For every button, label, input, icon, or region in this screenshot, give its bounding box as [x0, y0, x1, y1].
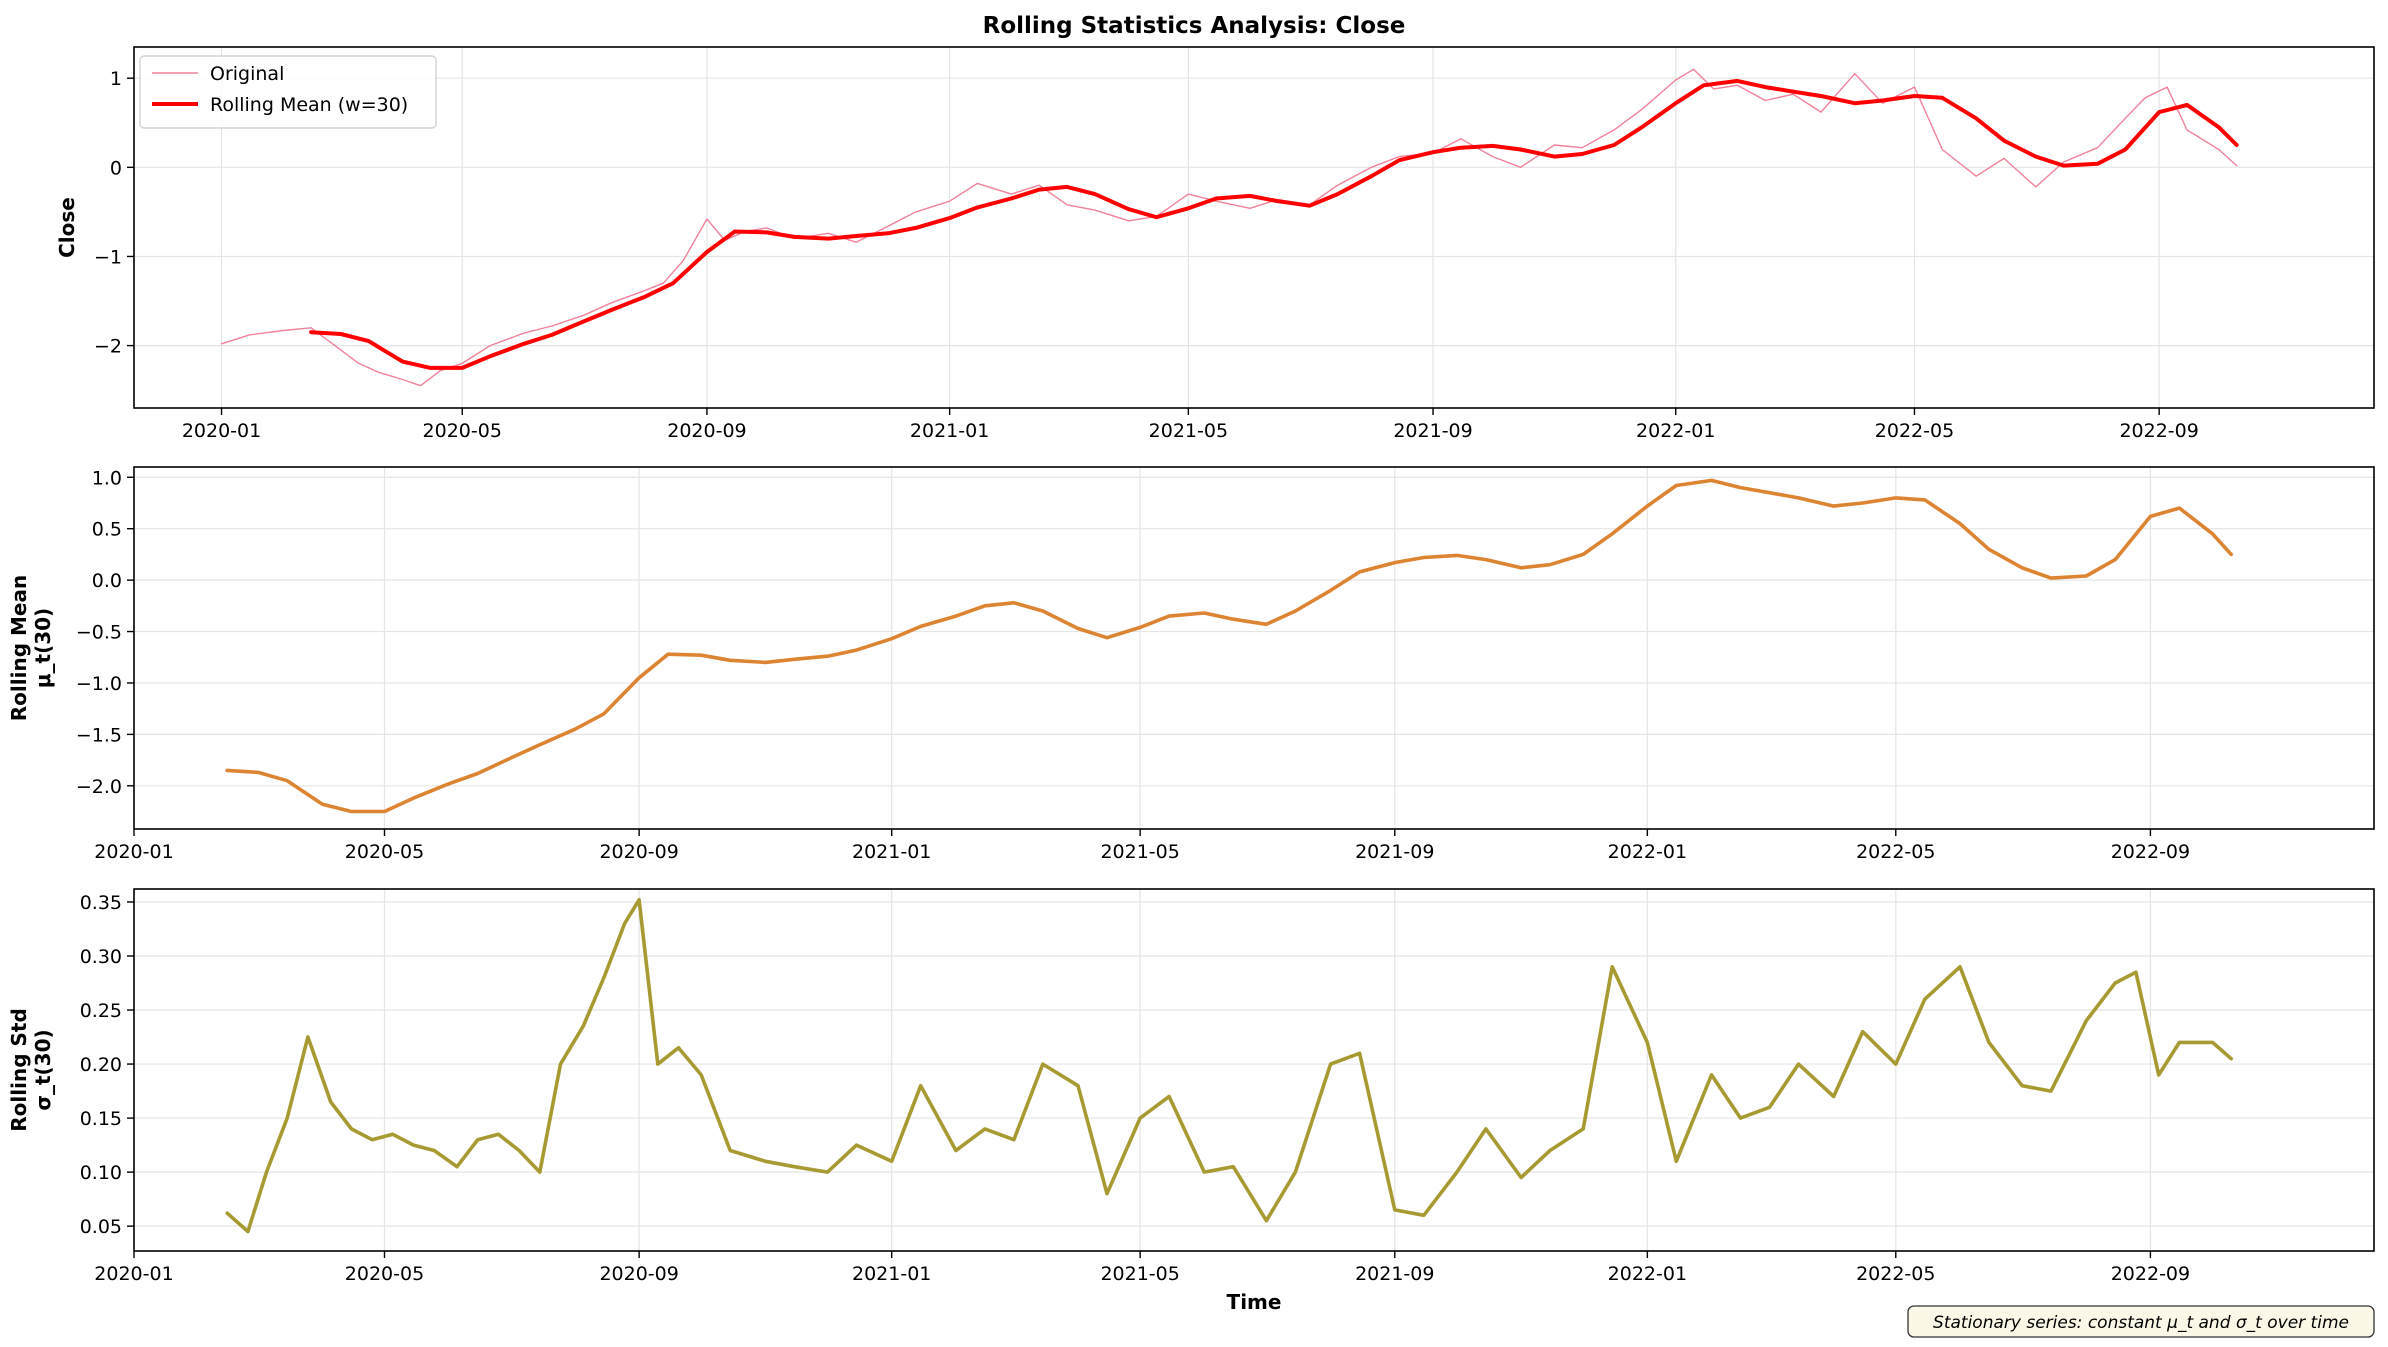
grid	[133, 467, 2374, 829]
x-tick-label: 2022-05	[1856, 841, 1935, 863]
y-tick-label: 0.05	[80, 1216, 122, 1238]
x-tick-label: 2021-09	[1393, 420, 1472, 442]
x-tick-label: 2020-01	[94, 1263, 173, 1285]
y-tick-label: 0.0	[92, 570, 122, 592]
x-tick-label: 2021-05	[1100, 1263, 1179, 1285]
x-tick-label: 2020-09	[599, 841, 678, 863]
series-line-original	[220, 68, 2238, 387]
y-tick-label: −1.0	[76, 673, 122, 695]
axes-frame	[133, 46, 2375, 409]
x-axis-title: Time	[1227, 1290, 1282, 1314]
x-tick-label: 2022-09	[2111, 841, 2190, 863]
x-tick-label: 2022-05	[1856, 1263, 1935, 1285]
x-tick-label: 2020-05	[345, 1263, 424, 1285]
note-box	[1907, 1305, 2375, 1338]
x-tick-label: 2021-09	[1355, 1263, 1434, 1285]
y-tick-label: 0.20	[80, 1054, 122, 1076]
y-tick-label: 1	[110, 68, 122, 90]
y-tick-label: 1.0	[92, 467, 122, 489]
panel-close: 2020-01 2020-05 2020-09 2021-01 2021-05 2021-…	[55, 46, 2375, 442]
x-tick-label: 2021-01	[852, 1263, 931, 1285]
x-tick-label: 2022-01	[1608, 841, 1687, 863]
legend-label-rolling-mean: Rolling Mean (w=30)	[210, 94, 408, 116]
x-tick-label: 2020-05	[345, 841, 424, 863]
y-tick-label: 0.25	[80, 1000, 122, 1022]
note-text: Stationary series: constant μ_t and σ_t …	[1933, 1313, 2349, 1333]
panel-rolling-mean: 2020-01 2020-05 2020-09 2021-01 2021-05 2021-…	[7, 466, 2375, 863]
legend: Original Rolling Mean (w=30)	[139, 55, 437, 129]
figure-title: Rolling Statistics Analysis: Close	[983, 13, 1406, 39]
stationarity-note: Stationary series: constant μ_t and σ_t …	[1907, 1305, 2375, 1338]
y-axis-title: Rolling Meanμ_t(30)	[7, 575, 55, 721]
y-tick-label: −1.5	[76, 724, 122, 746]
x-tick-label: 2022-09	[2119, 420, 2198, 442]
panel-rolling-std: 2020-01 2020-05 2020-09 2021-01 2021-05 2021-…	[7, 888, 2375, 1314]
y-tick-label: −2.0	[76, 776, 122, 798]
series-line-panel-1	[225, 478, 2233, 814]
y-tick-label: 0	[110, 157, 122, 179]
y-tick-label: −2	[94, 336, 122, 358]
y-tick-label: 0.5	[92, 519, 122, 541]
x-tick-label: 2021-05	[1149, 420, 1228, 442]
series-line-panel-2	[225, 897, 2233, 1234]
legend-label-original: Original	[210, 63, 284, 85]
x-tick-label: 2021-05	[1100, 841, 1179, 863]
axes-frame	[133, 888, 2375, 1252]
grid	[133, 889, 2374, 1251]
y-axis-title: Rolling Stdσ_t(30)	[7, 1008, 55, 1132]
x-tick-label: 2020-09	[599, 1263, 678, 1285]
x-tick-label: 2022-05	[1875, 420, 1954, 442]
y-tick-label: 0.15	[80, 1108, 122, 1130]
x-tick-label: 2022-01	[1636, 420, 1715, 442]
x-tick-label: 2020-05	[423, 420, 502, 442]
grid	[134, 47, 2374, 408]
y-tick-label: 0.35	[80, 892, 122, 914]
x-tick-label: 2021-01	[910, 420, 989, 442]
axes-frame	[133, 466, 2375, 830]
x-tick-label: 2020-01	[182, 420, 261, 442]
x-tick-label: 2022-09	[2111, 1263, 2190, 1285]
series-line-rolling-mean-w-30	[309, 78, 2239, 370]
x-tick-label: 2021-09	[1355, 841, 1434, 863]
legend-box	[139, 55, 437, 129]
y-tick-label: −0.5	[76, 622, 122, 644]
y-tick-label: −1	[94, 246, 122, 268]
y-tick-label: 0.30	[80, 946, 122, 968]
y-axis-title: Close	[55, 197, 79, 258]
y-tick-label: 0.10	[80, 1162, 122, 1184]
x-tick-label: 2022-01	[1608, 1263, 1687, 1285]
x-tick-label: 2020-09	[667, 420, 746, 442]
x-tick-label: 2021-01	[852, 841, 931, 863]
x-tick-label: 2020-01	[94, 841, 173, 863]
